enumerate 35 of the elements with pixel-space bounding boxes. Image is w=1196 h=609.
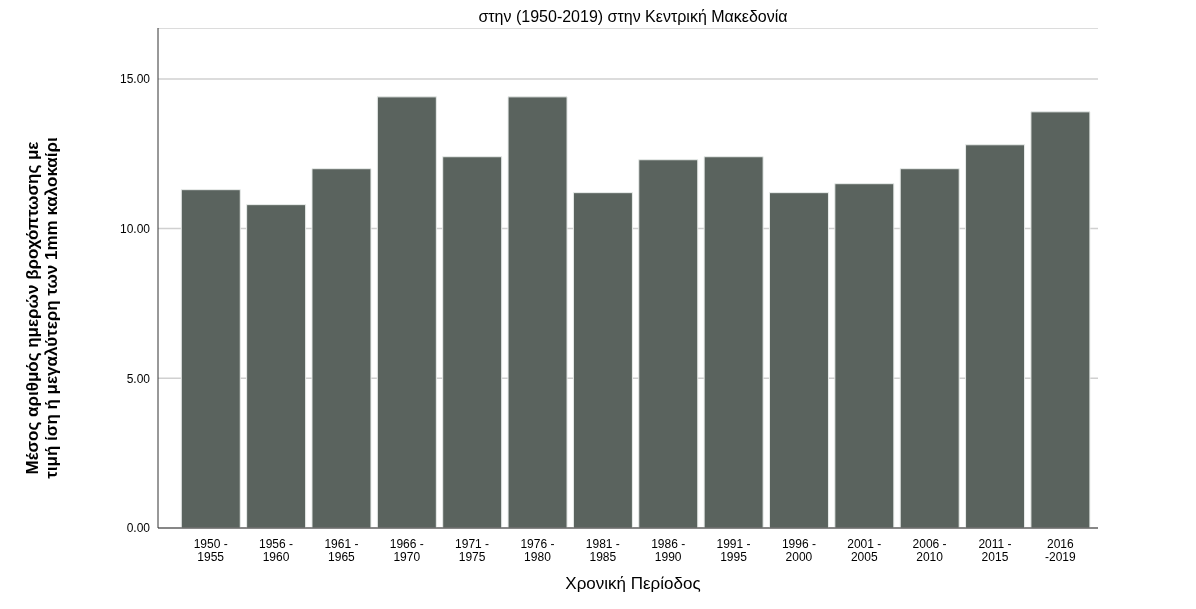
bar — [442, 156, 503, 528]
x-tick-label: 1971 - 1975 — [455, 537, 490, 564]
x-tick-label: 2001 - 2005 — [847, 537, 882, 564]
y-tick-label: 10.00 — [119, 221, 151, 236]
x-tick-label: 1991 - 1995 — [716, 537, 751, 564]
x-tick-label: 2006 - 2010 — [912, 537, 947, 564]
bar — [834, 183, 895, 528]
bar — [376, 96, 437, 528]
bar — [180, 189, 241, 528]
bar — [899, 168, 960, 528]
bar — [1030, 111, 1091, 528]
bar — [572, 192, 633, 528]
bar — [507, 96, 568, 528]
x-tick-label: 1981 - 1985 — [585, 537, 620, 564]
bar — [768, 192, 829, 528]
bar — [246, 204, 307, 528]
x-tick-label: 1956 - 1960 — [259, 537, 294, 564]
bar — [703, 156, 764, 528]
bar — [965, 144, 1026, 528]
y-tick-label: 5.00 — [126, 371, 151, 386]
bar — [638, 159, 699, 528]
bar — [311, 168, 372, 528]
x-axis-title: Χρονική Περίοδος — [564, 574, 702, 594]
y-tick-label: 0.00 — [126, 521, 151, 536]
x-tick-label: 2016 -2019 — [1044, 537, 1076, 564]
chart-title: στην (1950-2019) στην Κεντρική Μακεδονία — [477, 8, 789, 26]
x-tick-label: 1996 - 2000 — [781, 537, 816, 564]
x-tick-label: 1961 - 1965 — [324, 537, 359, 564]
x-tick-label: 2011 - 2015 — [978, 537, 1012, 564]
x-tick-label: 1976 - 1980 — [520, 537, 555, 564]
x-tick-label: 1986 - 1990 — [651, 537, 686, 564]
y-tick-label: 15.00 — [119, 72, 151, 87]
y-axis-title: Μέσος αριθμός ημερών βροχόπτωσης με τιμή ίση ή μεγαλύτερη των 1mm καλοκαίρι — [23, 136, 61, 479]
x-tick-label: 1966 - 1970 — [389, 537, 424, 564]
x-tick-label: 1950 - 1955 — [193, 537, 228, 564]
